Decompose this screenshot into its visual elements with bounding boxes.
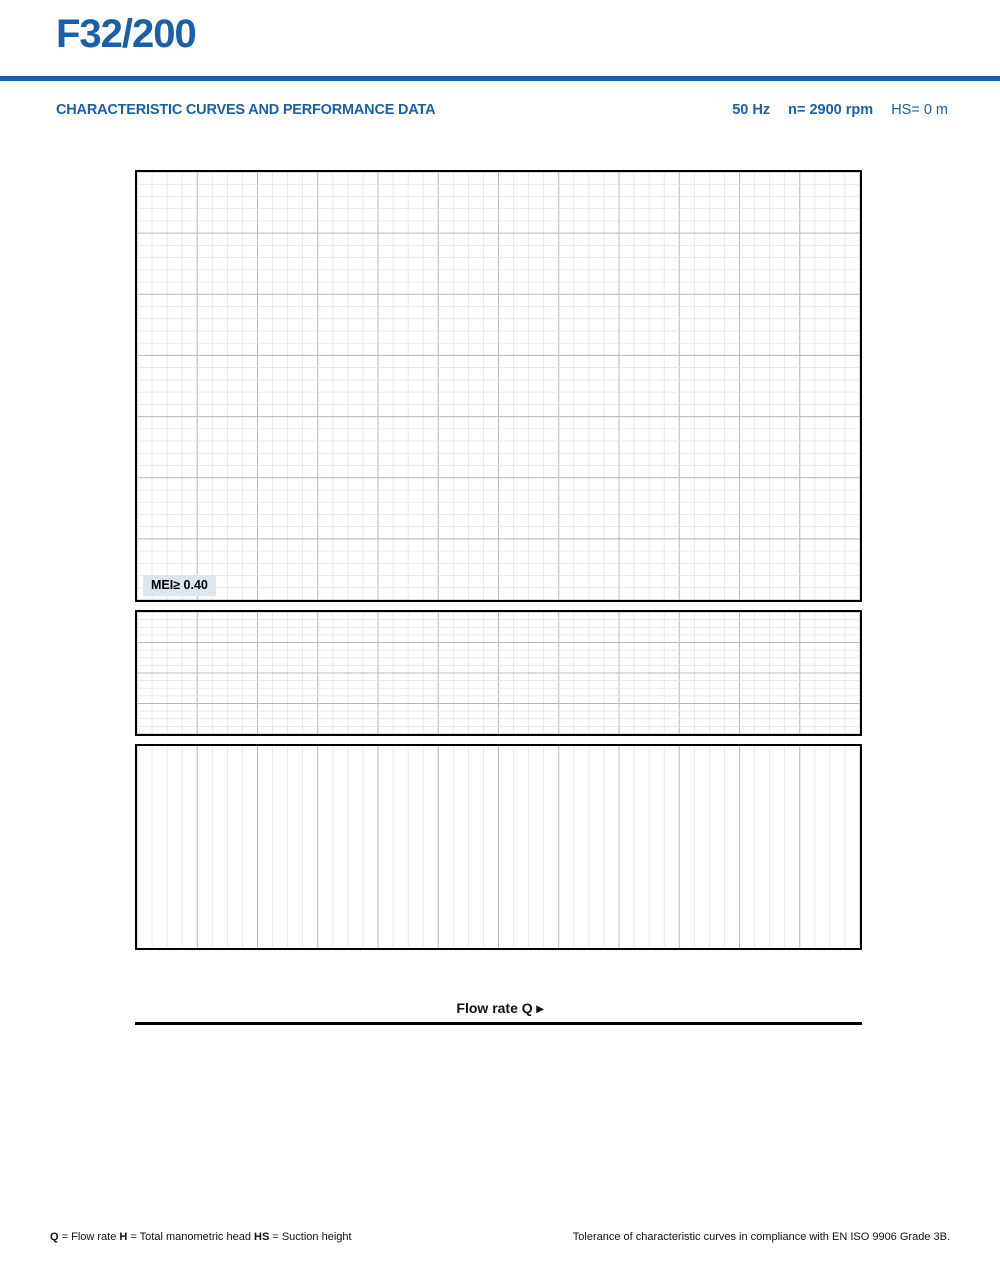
- head-chart: [135, 170, 862, 602]
- header-divider: [0, 76, 1000, 81]
- legend-q-text: = Flow rate: [58, 1231, 120, 1243]
- legend-h-symbol: H: [119, 1231, 128, 1243]
- flow-rule: [135, 1022, 862, 1025]
- operating-conditions: 50 Hz n= 2900 rpm HS= 0 m: [732, 102, 948, 118]
- footer-legend: Q = Flow rate H = Total manometric head …: [50, 1231, 352, 1243]
- legend-h-text: = Total manometric head: [127, 1231, 255, 1243]
- speed-value: n= 2900 rpm: [788, 102, 874, 118]
- section-title: CHARACTERISTIC CURVES AND PERFORMANCE DA…: [56, 102, 436, 118]
- suction-height-value: HS= 0 m: [891, 102, 948, 118]
- flow-rate-caption: Flow rate Q ▸: [0, 1000, 1000, 1017]
- power-chart: [135, 744, 862, 950]
- mei-badge: MEI≥ 0.40: [143, 575, 216, 596]
- legend-hs-symbol: HS: [254, 1231, 270, 1243]
- flow-rate-label: Flow rate Q: [456, 1000, 533, 1016]
- flow-arrow-icon: ▸: [536, 1000, 544, 1016]
- npsh-chart: [135, 610, 862, 736]
- frequency-value: 50 Hz: [732, 102, 771, 118]
- legend-q-symbol: Q: [50, 1231, 59, 1243]
- page-title: F32/200: [56, 12, 197, 56]
- footer-tolerance: Tolerance of characteristic curves in co…: [572, 1231, 950, 1243]
- legend-hs-text: = Suction height: [269, 1231, 352, 1243]
